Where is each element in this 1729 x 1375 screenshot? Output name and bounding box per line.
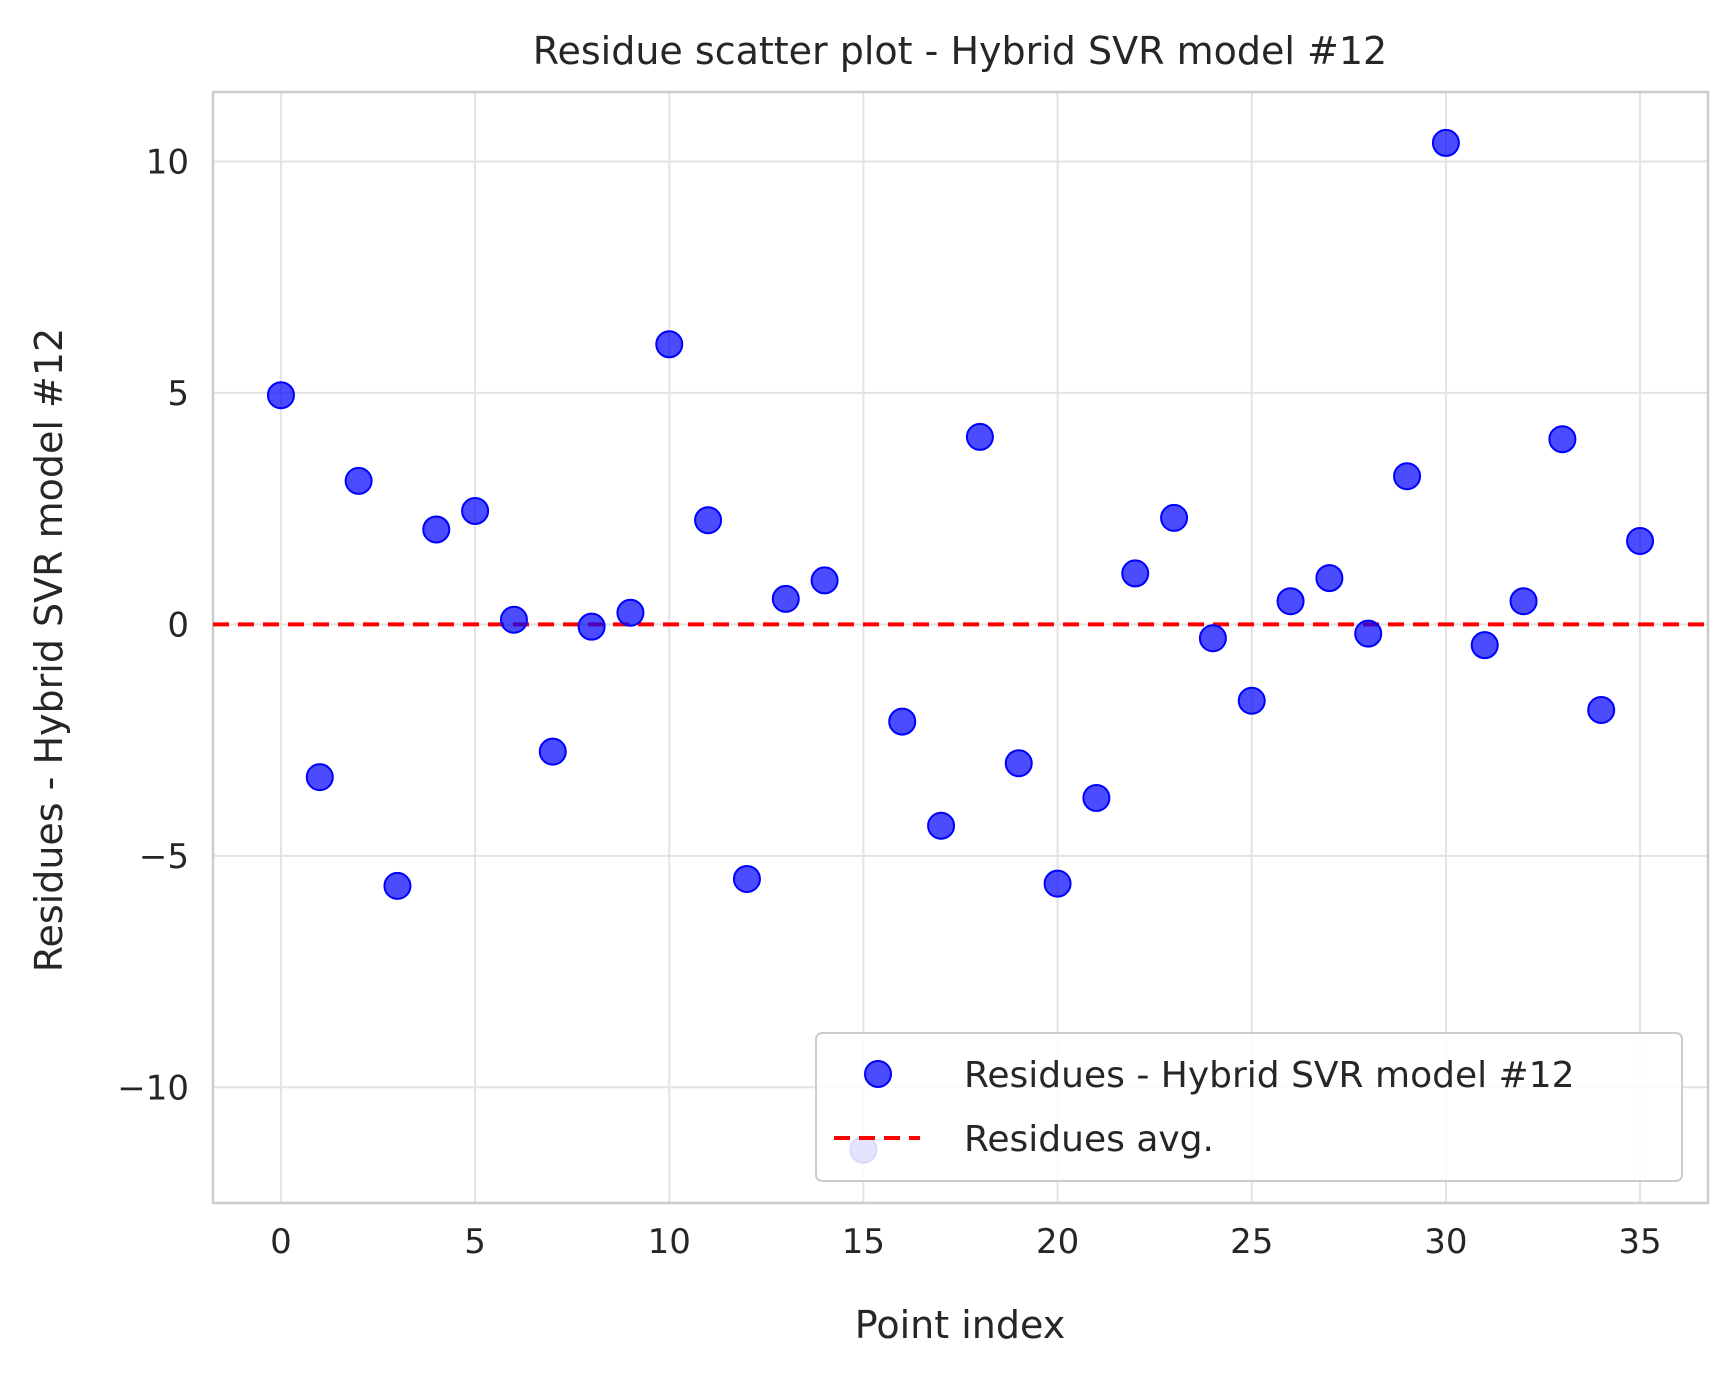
residue-point (965, 422, 994, 451)
residue-point (1470, 631, 1499, 660)
grid-lines (213, 92, 1708, 1203)
y-tick-label: 5 (167, 374, 189, 414)
residue-point (1509, 587, 1538, 616)
residue-point (1160, 503, 1189, 532)
residue-point (1548, 425, 1577, 454)
x-tick-label: 30 (1424, 1222, 1467, 1262)
residue-point (461, 496, 490, 525)
residue-point (1082, 783, 1111, 812)
y-tick-label: −5 (139, 837, 189, 877)
residue-point (499, 605, 528, 634)
x-tick-label: 35 (1618, 1222, 1661, 1262)
residue-point (732, 864, 761, 893)
residue-point (810, 566, 839, 595)
x-tick-label: 15 (842, 1222, 885, 1262)
residue-point (694, 506, 723, 535)
residue-point (1198, 624, 1227, 653)
x-tick-label: 20 (1036, 1222, 1079, 1262)
residue-point (616, 598, 645, 627)
residue-point (1393, 462, 1422, 491)
x-tick-label: 10 (648, 1222, 691, 1262)
residue-point (1121, 559, 1150, 588)
x-axis-label: Point index (855, 1303, 1065, 1347)
legend-label-avg: Residues avg. (964, 1119, 1214, 1160)
y-tick-label: 0 (167, 605, 189, 645)
residue-point (538, 737, 567, 766)
y-axis-label: Residues - Hybrid SVR model #12 (27, 328, 71, 972)
legend-scatter-marker (864, 1060, 892, 1088)
plot-frame (211, 90, 1710, 1205)
residue-point (577, 612, 606, 641)
residue-point (1626, 527, 1655, 556)
residue-point (1276, 587, 1305, 616)
x-tick-label: 0 (270, 1222, 292, 1262)
legend-box (815, 1032, 1683, 1182)
residue-point (383, 871, 412, 900)
x-tick-labels: 0 5 10 15 20 25 30 35 (270, 1222, 1662, 1262)
x-tick-label: 25 (1230, 1222, 1273, 1262)
y-tick-label: −10 (117, 1068, 189, 1108)
residue-point (1587, 695, 1616, 724)
chart-title: Residue scatter plot - Hybrid SVR model … (533, 29, 1387, 73)
legend: Residues - Hybrid SVR model #12 Residues… (815, 1032, 1683, 1182)
residue-point (1237, 686, 1266, 715)
residue-point (655, 330, 684, 359)
residue-point (1004, 749, 1033, 778)
residue-point (771, 584, 800, 613)
residue-point (888, 707, 917, 736)
x-tick-label: 5 (464, 1222, 486, 1262)
y-tick-labels: 10 5 0 −5 −10 (117, 142, 189, 1108)
residue-point (1354, 619, 1383, 648)
residue-point (927, 811, 956, 840)
residue-point (344, 466, 373, 495)
residue-point (1315, 564, 1344, 593)
residue-point (422, 515, 451, 544)
y-tick-label: 10 (146, 142, 189, 182)
residue-point (1043, 869, 1072, 898)
residue-point (1431, 128, 1460, 157)
residue-points (266, 128, 1655, 1164)
residue-point (266, 381, 295, 410)
residue-point (305, 763, 334, 792)
legend-label-residues: Residues - Hybrid SVR model #12 (964, 1055, 1575, 1096)
